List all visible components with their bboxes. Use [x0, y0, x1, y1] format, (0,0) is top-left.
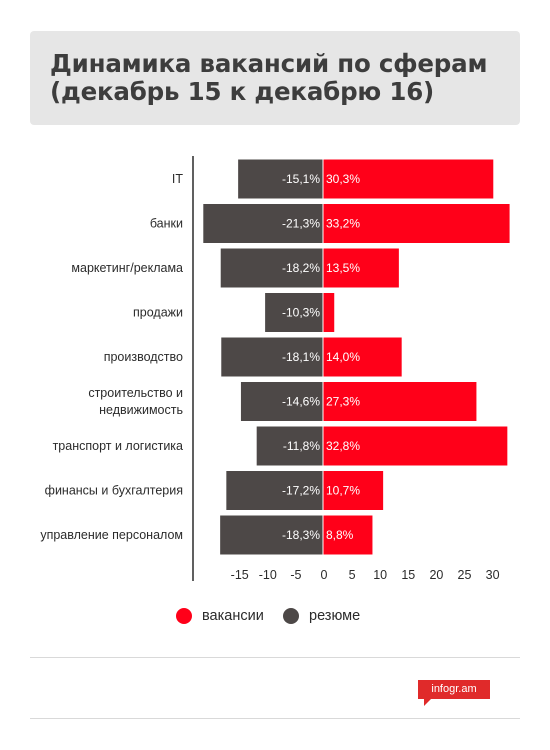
value-label-resumes-0: -15,1% — [282, 172, 320, 186]
bar-vacancies-2 — [323, 248, 399, 288]
value-label-resumes-8: -18,3% — [282, 528, 320, 542]
legend-item-vacancies[interactable]: вакансии — [176, 608, 264, 624]
x-tick-label-7: 20 — [429, 568, 443, 582]
bar-resumes-5 — [240, 382, 323, 421]
value-label-resumes-2: -18,2% — [282, 261, 320, 275]
x-tick-label-0: -15 — [231, 568, 249, 582]
title-line-2: (декабрь 15 к декабрю 16) — [50, 77, 435, 106]
x-tick-label-9: 30 — [486, 568, 500, 582]
bar-vacancies-3 — [323, 293, 335, 332]
category-label-5-line-0: строительство и — [88, 386, 183, 400]
x-tick-label-4: 5 — [349, 568, 356, 582]
footer-divider-top — [30, 657, 520, 658]
x-tick-label-5: 10 — [373, 568, 387, 582]
value-label-vacancies-1: 33,2% — [326, 217, 360, 231]
bar-resumes-1 — [203, 204, 323, 243]
bar-vacancies-7 — [323, 471, 384, 510]
legend-swatch-resumes — [283, 608, 299, 624]
x-tick-label-1: -10 — [259, 568, 277, 582]
bar-resumes-6 — [256, 426, 323, 466]
bar-chart: -15,1% 30,3% IT -21,3% 33,2% банки -18,2% 13,5%… — [40, 156, 510, 582]
x-tick-label-2: -5 — [290, 568, 301, 582]
bar-vacancies-5 — [323, 382, 477, 421]
legend-label-vacancies: вакансии — [202, 608, 264, 624]
value-label-vacancies-6: 32,8% — [326, 439, 360, 453]
infogram-logo[interactable]: infogr.am — [418, 680, 490, 699]
bar-resumes-3 — [265, 293, 323, 332]
bar-resumes-0 — [238, 159, 323, 199]
value-label-resumes-3: -10,3% — [282, 306, 320, 320]
legend-swatch-vacancies — [176, 608, 192, 624]
bar-vacancies-1 — [323, 204, 510, 243]
legend-label-resumes: резюме — [309, 608, 361, 624]
value-label-vacancies-8: 8,8% — [326, 528, 354, 542]
bar-vacancies-8 — [323, 515, 373, 555]
value-label-vacancies-5: 27,3% — [326, 395, 360, 409]
bar-resumes-7 — [226, 471, 323, 510]
category-label-0: IT — [172, 172, 183, 186]
value-label-resumes-1: -21,3% — [282, 217, 320, 231]
x-tick-label-8: 25 — [458, 568, 472, 582]
value-label-resumes-6: -11,8% — [283, 439, 320, 453]
value-label-vacancies-7: 10,7% — [326, 484, 360, 498]
x-tick-label-6: 15 — [401, 568, 415, 582]
value-label-vacancies-2: 13,5% — [326, 261, 360, 275]
category-label-2: маркетинг/реклама — [71, 261, 183, 275]
bar-resumes-8 — [220, 515, 323, 555]
title-box: Динамика вакансий по сферам (декабрь 15 … — [30, 31, 520, 125]
category-label-6: транспорт и логистика — [53, 439, 183, 453]
value-label-resumes-4: -18,1% — [282, 350, 320, 364]
value-label-resumes-7: -17,2% — [282, 484, 320, 498]
chart-title: Динамика вакансий по сферам (декабрь 15 … — [50, 50, 520, 106]
title-line-1: Динамика вакансий по сферам — [50, 49, 488, 78]
category-label-5-line-1: недвижимость — [99, 403, 183, 417]
bar-resumes-4 — [221, 337, 323, 377]
category-label-4: производство — [104, 350, 183, 364]
bar-vacancies-4 — [323, 337, 402, 377]
bar-resumes-2 — [220, 248, 323, 288]
category-label-1: банки — [150, 217, 183, 231]
legend-item-resumes[interactable]: резюме — [283, 608, 360, 624]
category-label-7: финансы и бухгалтерия — [45, 484, 183, 498]
value-label-vacancies-0: 30,3% — [326, 172, 360, 186]
bar-vacancies-0 — [323, 159, 494, 199]
footer-divider-bottom — [30, 718, 520, 719]
logo-tail — [424, 699, 431, 706]
category-label-3: продажи — [133, 306, 183, 320]
value-label-resumes-5: -14,6% — [282, 395, 320, 409]
bar-vacancies-6 — [323, 426, 508, 466]
value-label-vacancies-4: 14,0% — [326, 350, 360, 364]
x-tick-label-3: 0 — [321, 568, 328, 582]
category-label-8: управление персоналом — [40, 528, 183, 542]
legend: вакансии резюме — [0, 608, 550, 630]
